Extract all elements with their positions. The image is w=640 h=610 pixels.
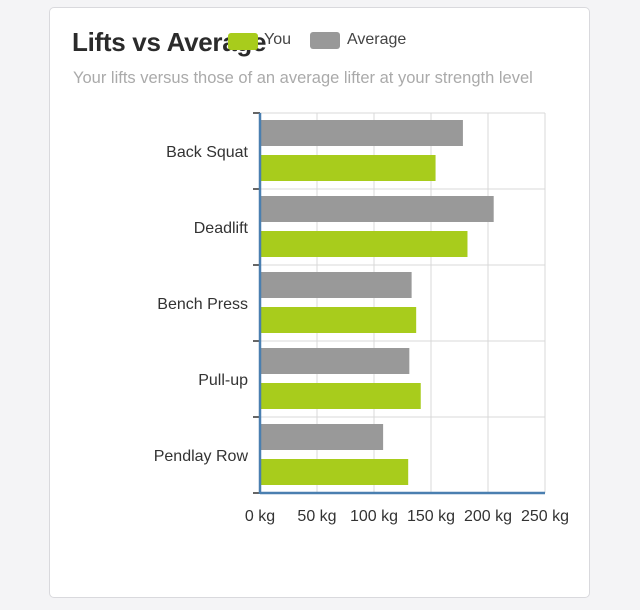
- chart-card: [49, 7, 590, 598]
- x-tick-label: 0 kg: [245, 508, 275, 525]
- bar-average-bench-press: [260, 272, 412, 298]
- bar-average-back-squat: [260, 120, 463, 146]
- bar-you-pull-up: [260, 383, 421, 409]
- legend-label-you[interactable]: You: [264, 31, 291, 48]
- bar-you-pendlay-row: [260, 459, 409, 485]
- x-tick-label: 200 kg: [464, 508, 512, 525]
- x-tick-label: 250 kg: [521, 508, 569, 525]
- x-tick-label: 50 kg: [297, 508, 336, 525]
- bar-you-deadlift: [260, 231, 468, 257]
- category-label: Bench Press: [157, 296, 248, 313]
- category-label: Pendlay Row: [154, 448, 249, 465]
- x-tick-label: 100 kg: [350, 508, 398, 525]
- legend-swatch-average[interactable]: [310, 32, 340, 49]
- legend-label-average[interactable]: Average: [347, 31, 407, 48]
- chart-subtitle: Your lifts versus those of an average li…: [73, 69, 533, 87]
- x-tick-label: 150 kg: [407, 508, 455, 525]
- bar-average-pendlay-row: [260, 424, 384, 450]
- bar-average-pull-up: [260, 348, 410, 374]
- category-label: Pull-up: [198, 372, 248, 389]
- category-label: Back Squat: [166, 144, 248, 161]
- bar-you-bench-press: [260, 307, 417, 333]
- legend-swatch-you[interactable]: [228, 33, 258, 50]
- bar-you-back-squat: [260, 155, 436, 181]
- category-label: Deadlift: [194, 220, 249, 237]
- bar-average-deadlift: [260, 196, 494, 222]
